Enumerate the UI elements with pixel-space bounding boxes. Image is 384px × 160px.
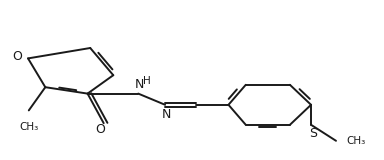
Text: CH₃: CH₃ xyxy=(347,136,366,146)
Text: CH₃: CH₃ xyxy=(19,122,38,132)
Text: O: O xyxy=(12,50,22,63)
Text: S: S xyxy=(309,127,317,140)
Text: N: N xyxy=(162,108,171,121)
Text: H: H xyxy=(143,76,151,86)
Text: N: N xyxy=(134,78,144,91)
Text: O: O xyxy=(95,123,105,136)
